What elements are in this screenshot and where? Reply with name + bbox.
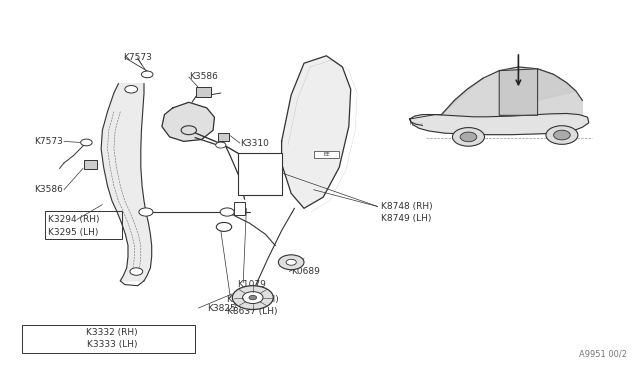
Circle shape	[220, 208, 234, 216]
Circle shape	[286, 259, 296, 265]
Text: K3586: K3586	[34, 185, 63, 194]
Polygon shape	[162, 102, 214, 141]
Text: K3295 (LH): K3295 (LH)	[48, 228, 99, 237]
Circle shape	[81, 139, 92, 146]
Bar	[314, 151, 339, 158]
Text: K7573: K7573	[123, 53, 152, 62]
Text: K0689: K0689	[291, 267, 320, 276]
Text: K8749 (LH): K8749 (LH)	[381, 214, 431, 223]
Circle shape	[141, 71, 153, 78]
Bar	[45, 211, 122, 239]
Polygon shape	[499, 69, 538, 115]
Circle shape	[232, 286, 273, 310]
Bar	[196, 87, 211, 97]
Circle shape	[181, 126, 196, 135]
Polygon shape	[282, 56, 351, 208]
Circle shape	[130, 268, 143, 275]
Polygon shape	[101, 84, 152, 281]
Circle shape	[216, 222, 232, 231]
Bar	[22, 325, 195, 353]
Polygon shape	[442, 67, 582, 116]
Bar	[238, 153, 282, 195]
Text: K3294 (RH): K3294 (RH)	[48, 215, 99, 224]
Text: K7573: K7573	[34, 137, 63, 146]
Polygon shape	[442, 78, 483, 115]
Circle shape	[249, 295, 257, 300]
Text: K1079: K1079	[237, 280, 266, 289]
Circle shape	[460, 132, 477, 142]
Bar	[84, 160, 97, 169]
Text: K3586: K3586	[189, 72, 218, 81]
Circle shape	[452, 128, 484, 146]
Text: A9951 00/2: A9951 00/2	[579, 350, 627, 359]
Text: EE: EE	[323, 152, 330, 157]
Text: K3310: K3310	[240, 139, 269, 148]
Circle shape	[139, 208, 153, 216]
Text: K3825: K3825	[207, 304, 236, 312]
Text: K8637 (LH): K8637 (LH)	[227, 307, 278, 316]
Text: K3333 (LH): K3333 (LH)	[87, 340, 137, 349]
Bar	[234, 202, 245, 215]
Circle shape	[554, 130, 570, 140]
Text: K8636 (RH): K8636 (RH)	[227, 295, 279, 304]
Polygon shape	[410, 113, 589, 135]
Bar	[218, 133, 229, 141]
Text: K3332 (RH): K3332 (RH)	[86, 328, 138, 337]
Circle shape	[546, 126, 578, 144]
Polygon shape	[538, 69, 576, 100]
Circle shape	[216, 142, 226, 148]
Text: K8748 (RH): K8748 (RH)	[381, 202, 433, 211]
Circle shape	[125, 86, 138, 93]
Circle shape	[243, 292, 263, 304]
Circle shape	[278, 255, 304, 270]
